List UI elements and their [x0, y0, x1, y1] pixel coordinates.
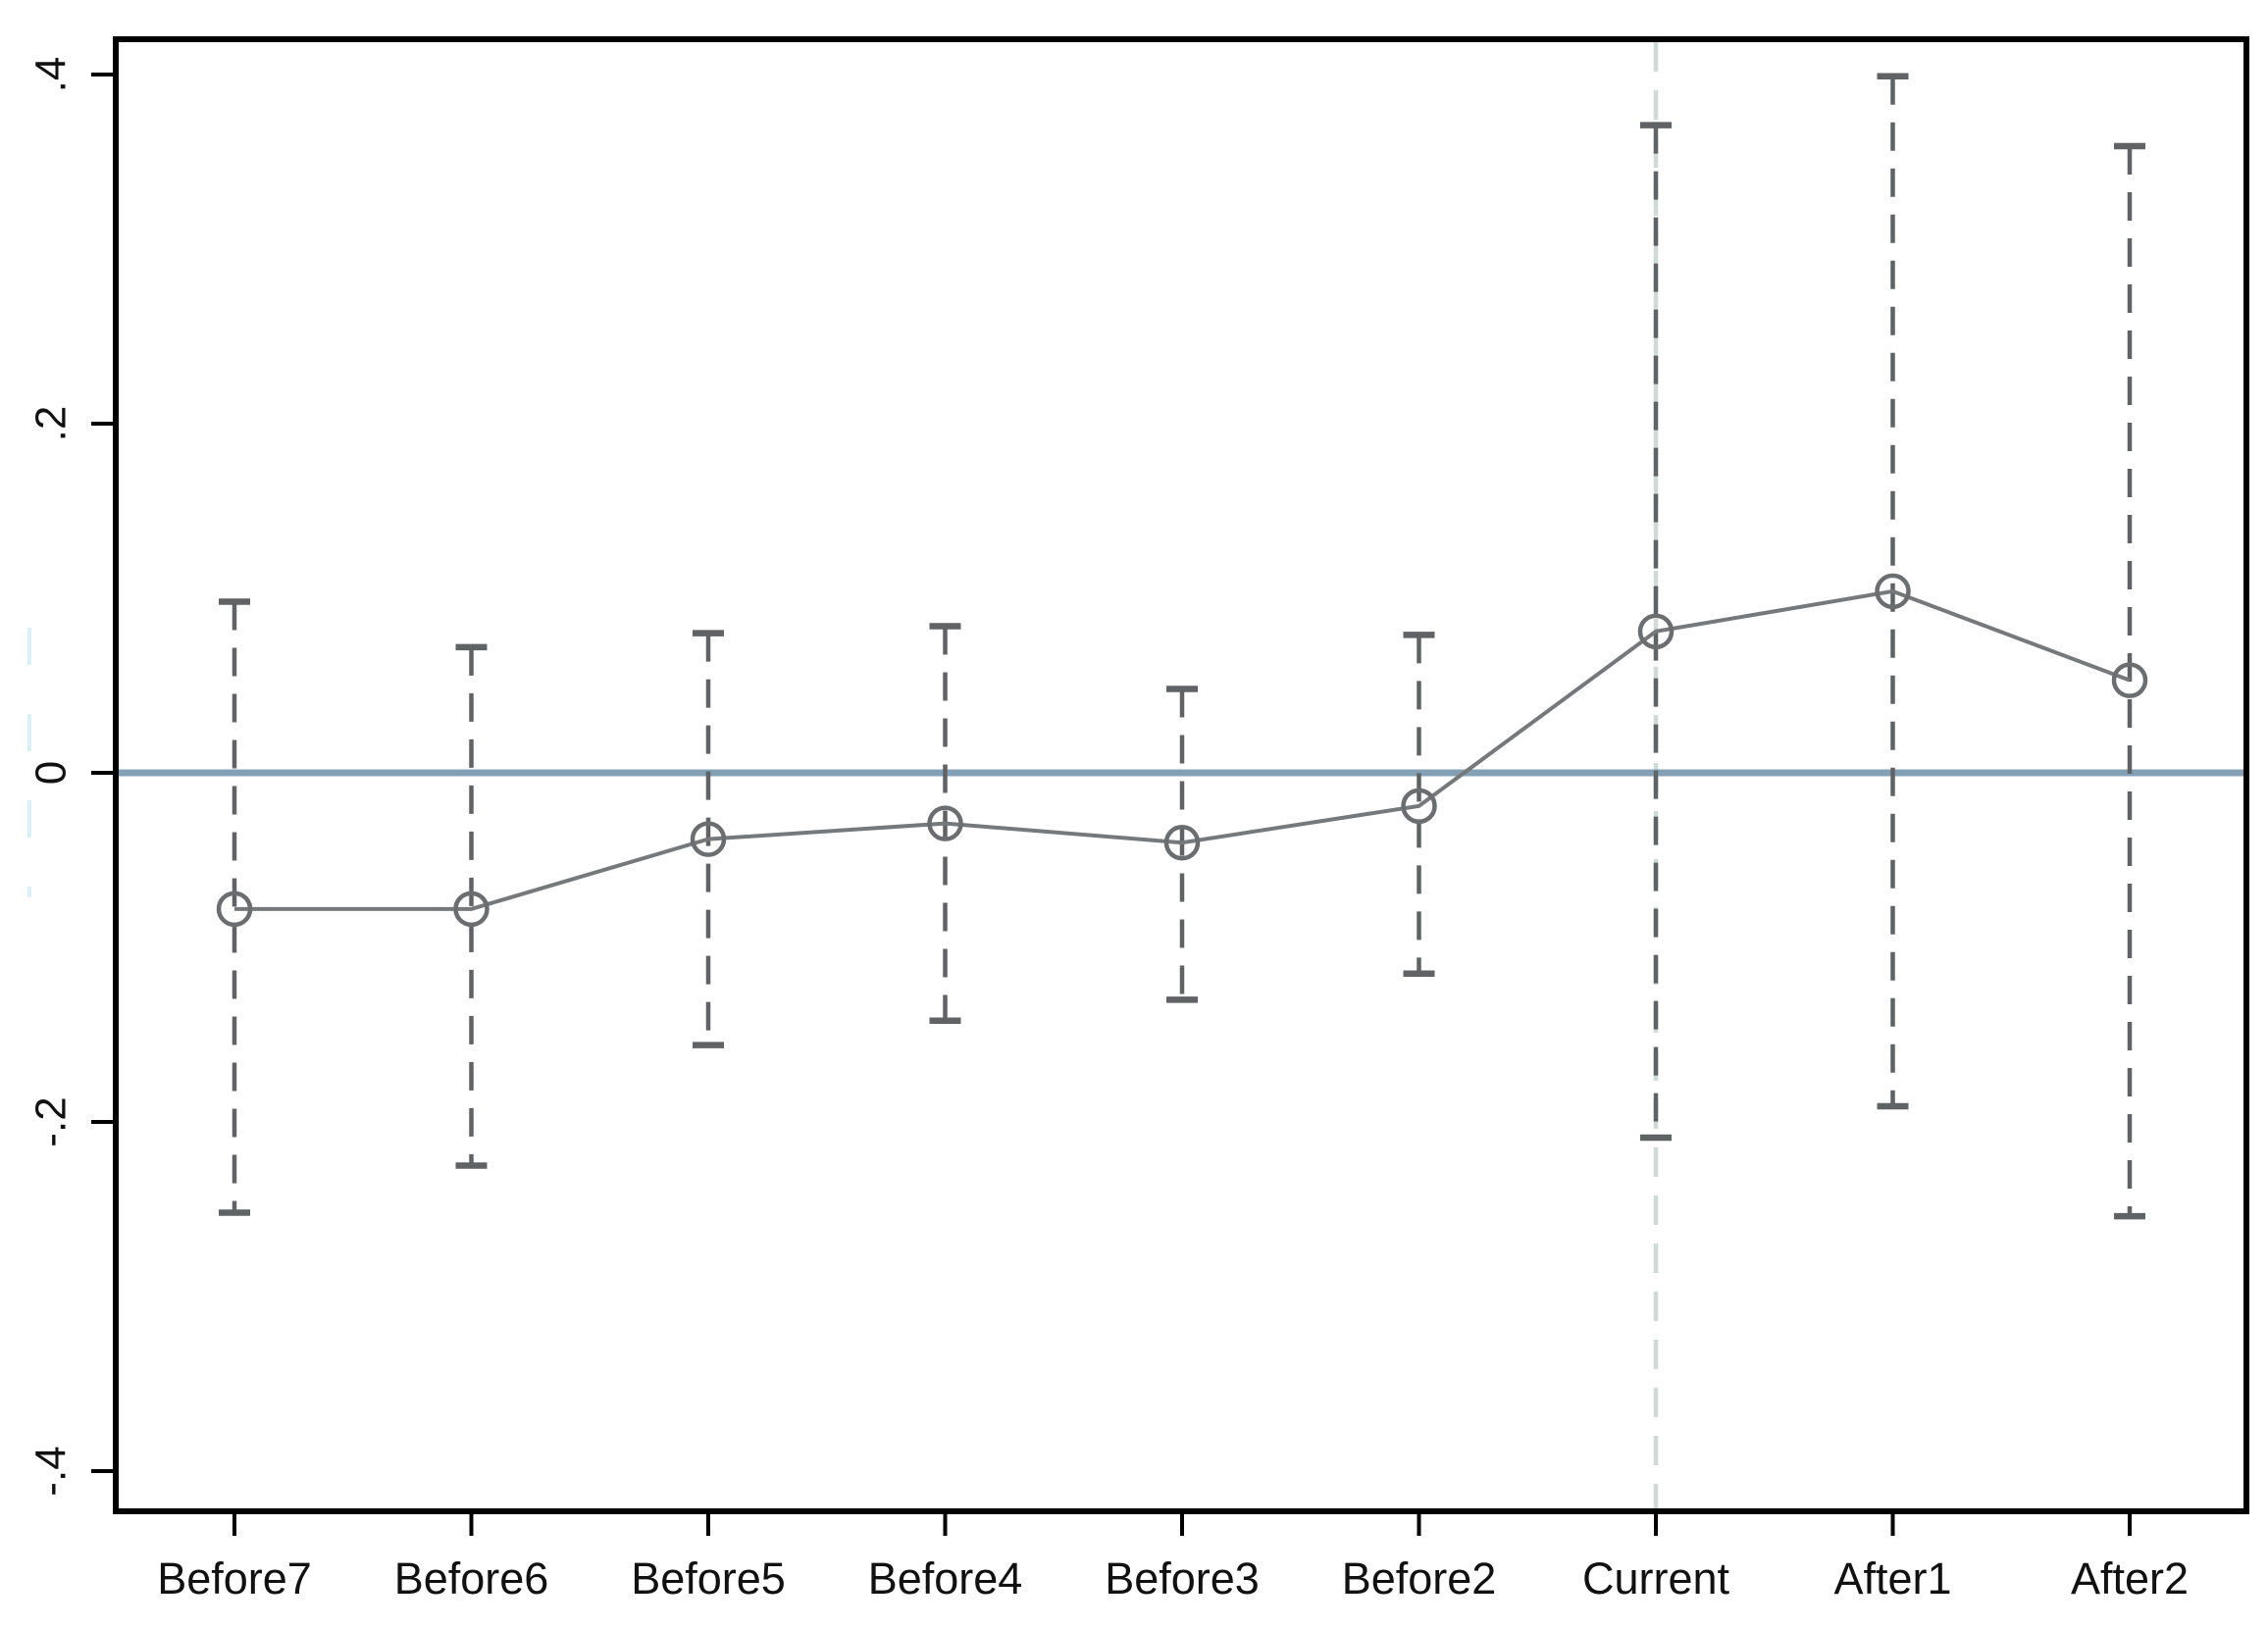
x-tick-label: Before4: [868, 1553, 1023, 1603]
x-tick-label: After1: [1833, 1553, 1951, 1603]
x-tick-label: Before7: [157, 1553, 312, 1603]
data-point-marker: [1163, 824, 1201, 861]
data-point-marker: [1401, 788, 1437, 825]
x-tick-label: Before2: [1342, 1553, 1497, 1603]
x-tick-label: Before3: [1105, 1553, 1260, 1603]
data-point-marker: [216, 890, 253, 928]
y-tick-label: -.2: [27, 1096, 76, 1146]
data-point-marker: [1875, 573, 1911, 610]
x-tick-label: After2: [2071, 1553, 2189, 1603]
y-tick-label: -.4: [27, 1446, 76, 1496]
data-point-marker: [927, 805, 963, 841]
data-point-marker: [2111, 662, 2148, 698]
y-tick-label: 0: [27, 761, 76, 785]
x-tick-label: Before6: [394, 1553, 549, 1603]
x-tick-label: Current: [1582, 1553, 1730, 1603]
data-point-marker: [1637, 613, 1675, 650]
y-tick-label: .2: [27, 406, 76, 442]
data-point-marker: [690, 821, 727, 857]
data-point-marker: [453, 890, 490, 928]
y-tick-label: .4: [27, 57, 76, 93]
estimate-line: [234, 588, 2131, 911]
plot-border: [113, 36, 2249, 1514]
x-tick-label: Before5: [631, 1553, 786, 1603]
